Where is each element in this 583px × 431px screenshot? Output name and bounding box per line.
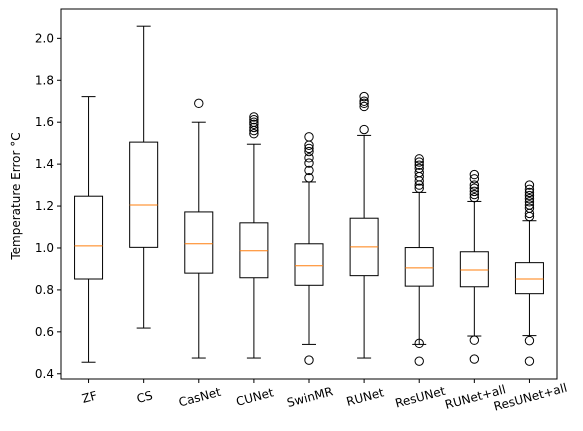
- outlier-point: [469, 180, 480, 190]
- outlier-point: [304, 173, 314, 183]
- iqr-box: [404, 247, 434, 287]
- outlier-point: [414, 183, 424, 193]
- box-resunet: [404, 154, 434, 366]
- x-tick-label: ZF: [80, 388, 98, 405]
- y-tick-label: 0.8: [35, 283, 54, 297]
- x-tick-label: CasNet: [177, 385, 222, 410]
- axis-ticks: 0.4 0.6 0.8 1.0 1.2 1.4 1.6 1.8 2.0 ZF CS CasNet CUN…: [35, 31, 569, 413]
- box-zf: [74, 96, 104, 363]
- box-casnet: [184, 98, 214, 359]
- outlier-point: [469, 189, 480, 200]
- x-tick-label: CUNet: [235, 385, 276, 408]
- y-tick-label: 1.0: [35, 241, 54, 255]
- plot-frame: [60, 8, 558, 380]
- outlier-point: [414, 154, 424, 164]
- outlier-point: [469, 335, 480, 345]
- y-tick-label: 1.2: [35, 199, 54, 213]
- outlier-point: [249, 114, 259, 125]
- outlier-point: [194, 98, 204, 109]
- boxes-group: [74, 25, 544, 366]
- outlier-point: [524, 203, 535, 213]
- x-tick-label: RUNet: [345, 385, 386, 408]
- outlier-point: [469, 169, 480, 180]
- x-tick-label: ResUNet: [394, 384, 447, 411]
- y-tick-label: 0.6: [35, 325, 54, 339]
- outlier-point: [524, 180, 535, 190]
- outlier-point: [359, 96, 369, 106]
- x-tick-label: SwinMR: [285, 384, 334, 410]
- outlier-point: [524, 200, 535, 210]
- iqr-box: [514, 262, 544, 295]
- outlier-point: [524, 187, 535, 198]
- outlier-point: [359, 124, 369, 135]
- outlier-point: [524, 194, 535, 204]
- iqr-box: [294, 243, 324, 286]
- iqr-box: [129, 141, 159, 248]
- iqr-box: [74, 195, 104, 280]
- outlier-point: [469, 174, 480, 184]
- y-tick-label: 1.4: [35, 157, 54, 171]
- outlier-point: [249, 122, 259, 133]
- outlier-point: [524, 197, 535, 207]
- box-runet-all: [459, 169, 489, 364]
- outlier-point: [249, 129, 259, 139]
- outlier-point: [304, 143, 314, 154]
- outlier-point: [469, 183, 480, 193]
- outlier-point: [524, 184, 535, 194]
- outlier-point: [414, 356, 424, 366]
- outlier-point: [359, 91, 369, 102]
- outlier-point: [524, 356, 535, 366]
- iqr-box: [184, 211, 214, 274]
- y-tick-label: 1.6: [35, 115, 54, 129]
- outlier-point: [304, 132, 314, 142]
- box-resunet-all: [514, 180, 544, 366]
- outlier-point: [414, 157, 424, 167]
- outlier-point: [304, 153, 314, 163]
- outlier-point: [414, 160, 424, 170]
- outlier-point: [524, 335, 535, 346]
- outlier-point: [304, 158, 314, 168]
- outlier-point: [359, 101, 369, 112]
- y-tick-label: 0.4: [35, 367, 54, 381]
- box-swinmr: [294, 132, 324, 365]
- box-runet: [349, 91, 379, 359]
- outlier-point: [469, 192, 480, 203]
- box-cunet: [239, 112, 269, 359]
- iqr-box: [459, 251, 489, 288]
- y-axis-label: Temperature Error °C: [9, 132, 23, 260]
- outlier-point: [414, 163, 424, 174]
- outlier-point: [469, 186, 480, 197]
- box-cs: [129, 25, 159, 329]
- outlier-point: [469, 354, 480, 364]
- y-tick-label: 2.0: [35, 31, 54, 45]
- outlier-point: [304, 355, 314, 365]
- outlier-point: [304, 165, 314, 176]
- outlier-point: [249, 112, 259, 122]
- outlier-point: [414, 338, 424, 349]
- outlier-point: [414, 167, 424, 178]
- outlier-point: [304, 146, 314, 157]
- outlier-point: [524, 190, 535, 201]
- y-tick-label: 1.8: [35, 73, 54, 87]
- outlier-point: [249, 117, 259, 127]
- x-tick-label: CS: [135, 388, 154, 406]
